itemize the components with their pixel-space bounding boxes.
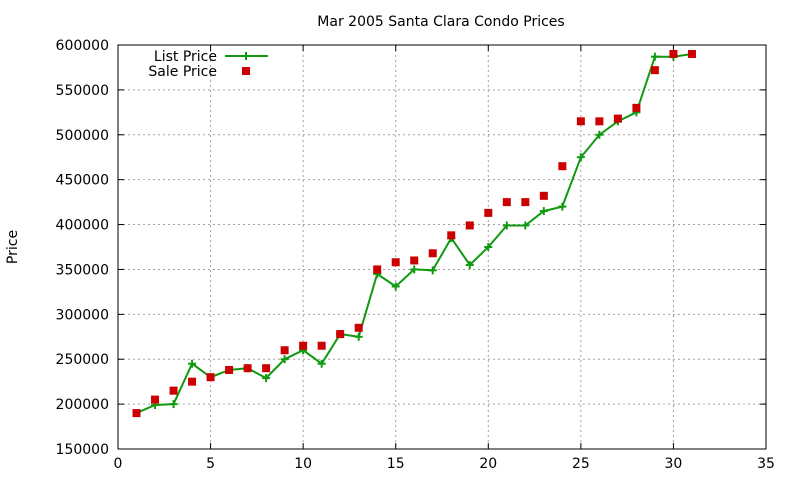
sale-price-point-13	[354, 323, 363, 332]
list-price-point-3	[169, 400, 178, 409]
x-tick-label-5: 5	[206, 456, 215, 472]
x-tick-label-20: 20	[479, 456, 497, 472]
list-price-point-25	[576, 153, 585, 162]
sale-price-point-20	[484, 208, 493, 217]
sale-price-point-8	[262, 364, 271, 373]
sale-price-point-1	[132, 409, 141, 418]
sale-price-point-10	[299, 341, 308, 350]
list-price-point-8	[262, 374, 271, 383]
sale-price-point-5	[206, 373, 215, 382]
sale-price-point-27	[613, 114, 622, 123]
series-1	[132, 49, 696, 418]
sale-price-point-30	[669, 49, 678, 58]
sale-price-point-14	[373, 265, 382, 274]
list-price-point-29	[650, 52, 659, 61]
chart-title: Mar 2005 Santa Clara Condo Prices	[317, 14, 564, 30]
sale-price-point-25	[576, 117, 585, 126]
y-tick-label-250000: 250000	[56, 352, 109, 368]
y-tick-label-350000: 350000	[56, 262, 109, 278]
y-tick-label-600000: 600000	[56, 38, 109, 54]
y-tick-label-400000: 400000	[56, 218, 109, 234]
x-tick-label-15: 15	[387, 456, 405, 472]
sale-price-point-29	[650, 66, 659, 75]
legend: List Price Sale Price	[148, 49, 268, 80]
sale-price-point-31	[687, 49, 696, 58]
sale-price-point-16	[410, 256, 419, 265]
list-price-point-19	[465, 260, 474, 269]
legend-marker-sale-price	[242, 67, 250, 75]
legend-label-list-price: List Price	[154, 49, 217, 65]
list-price-point-23	[539, 207, 548, 216]
sale-price-point-7	[243, 364, 252, 373]
axis-ticks	[117, 44, 767, 450]
list-price-point-9	[280, 355, 289, 364]
list-price-point-21	[502, 221, 511, 230]
sale-price-point-4	[188, 377, 197, 386]
y-tick-label-550000: 550000	[56, 83, 109, 99]
series-0	[132, 49, 696, 418]
y-tick-label-450000: 450000	[56, 173, 109, 189]
sale-price-point-21	[502, 198, 511, 207]
x-tick-label-0: 0	[114, 456, 123, 472]
list-price-point-4	[188, 359, 197, 368]
sale-price-point-12	[336, 330, 345, 339]
tick-labels: 0 5 10 15 20 25 30 35 150000 200000 250000 300000 35…	[56, 38, 775, 472]
list-price-point-24	[558, 202, 567, 211]
sale-price-point-9	[280, 346, 289, 355]
list-price-point-11	[317, 359, 326, 368]
x-tick-label-35: 35	[757, 456, 775, 472]
sale-price-point-15	[391, 258, 400, 267]
series-layer	[132, 49, 696, 418]
legend-marker-list-price	[242, 52, 250, 60]
grid-lines	[118, 45, 766, 449]
sale-price-point-2	[151, 395, 160, 404]
legend-cross-mark	[242, 52, 250, 60]
y-tick-label-150000: 150000	[56, 442, 109, 458]
sale-price-point-11	[317, 341, 326, 350]
sale-price-point-22	[521, 198, 530, 207]
sale-price-point-26	[595, 117, 604, 126]
y-tick-label-200000: 200000	[56, 397, 109, 413]
list-price-point-16	[410, 265, 419, 274]
sale-price-point-3	[169, 386, 178, 395]
plot-frame	[117, 44, 767, 450]
list-price-point-17	[428, 266, 437, 275]
list-price-point-20	[484, 243, 493, 251]
y-axis-label: Price	[5, 230, 21, 264]
y-tick-label-500000: 500000	[56, 128, 109, 144]
x-tick-label-25: 25	[572, 456, 590, 472]
sale-price-point-18	[447, 231, 456, 240]
x-tick-label-10: 10	[294, 456, 312, 472]
sale-price-point-6	[225, 365, 234, 374]
list-price-point-26	[595, 130, 604, 139]
list-price-point-22	[521, 221, 530, 230]
sale-price-point-28	[632, 103, 641, 112]
x-tick-label-30: 30	[665, 456, 683, 472]
sale-price-point-23	[539, 191, 548, 200]
list-price-point-15	[391, 282, 400, 291]
y-tick-label-300000: 300000	[56, 307, 109, 323]
sale-price-point-17	[428, 249, 437, 258]
list-price-point-13	[354, 332, 363, 341]
sale-price-point-24	[558, 162, 567, 171]
legend-label-sale-price: Sale Price	[148, 64, 217, 80]
sale-price-point-19	[465, 221, 474, 230]
